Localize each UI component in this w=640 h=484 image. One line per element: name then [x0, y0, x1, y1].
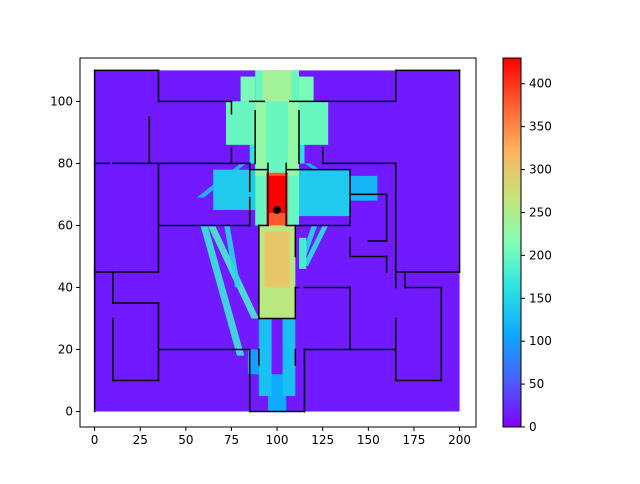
colorbar-tick-label-100: 100 [529, 334, 552, 348]
source-marker-layer [273, 205, 282, 214]
y-tick-label-80: 80 [58, 156, 73, 170]
heat-field [94, 70, 460, 412]
x-tick-label-0: 0 [91, 433, 99, 447]
colorbar-tick-label-150: 150 [529, 291, 552, 305]
x-tick-label-125: 125 [311, 433, 334, 447]
walls [93, 69, 461, 413]
heat-ray-2 [224, 225, 241, 288]
y-tick-label-40: 40 [58, 280, 73, 294]
colorbar-tick-label-350: 350 [529, 120, 552, 134]
y-axis: 0 20 40 60 80 100 [50, 94, 80, 418]
y-tick-label-60: 60 [58, 218, 73, 232]
heat-zone-6 [298, 169, 351, 217]
x-tick-label-75: 75 [224, 433, 239, 447]
heat-zone-17 [262, 70, 292, 102]
heat-zone-11 [225, 101, 256, 145]
colorbar: 0 50 100 150 200 250 300 350 400 [502, 57, 552, 434]
heat-ray-0 [200, 225, 245, 356]
colorbar-tick-label-50: 50 [529, 377, 544, 391]
heat-zone-9 [298, 237, 307, 269]
x-tick-label-200: 200 [448, 433, 471, 447]
heat-zone-0 [247, 349, 259, 375]
plot-frame [79, 57, 477, 428]
colorbar-tick-label-200: 200 [529, 248, 552, 262]
colorbar-tick-label-0: 0 [529, 420, 537, 434]
plot-area: 0 25 50 75 100 125 150 175 200 0 20 40 60 80 100 [50, 57, 477, 447]
heat-zone-12 [298, 101, 329, 145]
heat-zone-14 [298, 76, 314, 102]
heat-ray-4 [302, 225, 329, 266]
heat-zone-13 [240, 76, 256, 102]
heat-zone-4 [282, 318, 296, 396]
heat-zone-16 [288, 101, 299, 176]
y-tick-label-100: 100 [50, 94, 73, 108]
y-tick-label-0: 0 [65, 404, 73, 418]
x-tick-label-100: 100 [266, 433, 289, 447]
x-tick-label-150: 150 [357, 433, 380, 447]
x-tick-label-25: 25 [133, 433, 148, 447]
colorbar-gradient [502, 57, 522, 428]
source-point-marker [273, 205, 282, 214]
colorbar-tick-label-400: 400 [529, 77, 552, 91]
heat-zone-19 [264, 231, 290, 288]
heat-zone-3 [258, 318, 272, 396]
colorbar-tick-label-300: 300 [529, 163, 552, 177]
heat-zone-5 [213, 169, 256, 210]
colorbar-tick-label-250: 250 [529, 205, 552, 219]
x-axis: 0 25 50 75 100 125 150 175 200 [91, 427, 471, 447]
colorbar-ticks: 0 50 100 150 200 250 300 350 400 [521, 77, 552, 434]
heat-zone-21 [267, 175, 287, 214]
x-tick-label-50: 50 [178, 433, 193, 447]
x-tick-label-175: 175 [403, 433, 426, 447]
y-tick-label-20: 20 [58, 342, 73, 356]
heat-zone-15 [255, 101, 267, 176]
heat-zone-1 [267, 374, 287, 412]
